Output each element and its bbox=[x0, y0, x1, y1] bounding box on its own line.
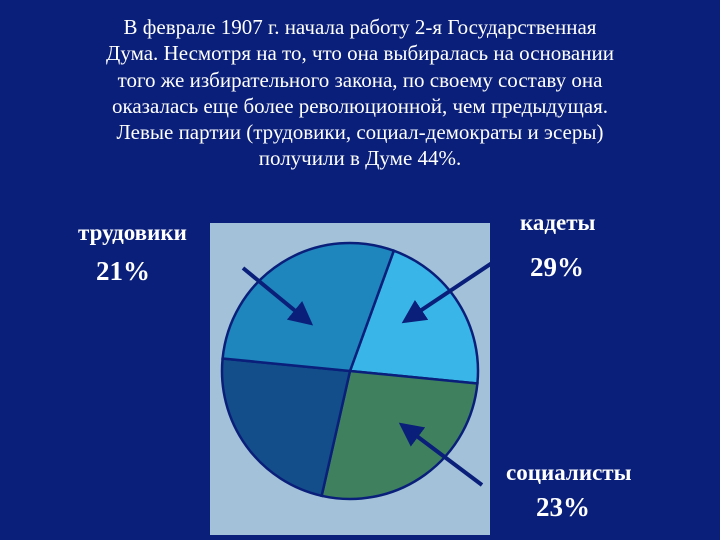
page-title: В феврале 1907 г. начала работу 2-я Госу… bbox=[40, 14, 680, 172]
slide-root: В феврале 1907 г. начала работу 2-я Госу… bbox=[0, 0, 720, 540]
label-trudoviki-pct: 21% bbox=[96, 256, 150, 287]
label-kadety-pct: 29% bbox=[530, 252, 584, 283]
label-socialists-name: социалисты bbox=[506, 460, 632, 486]
label-trudoviki-name: трудовики bbox=[78, 220, 187, 246]
pie-chart-box bbox=[210, 223, 490, 535]
pie-chart-svg bbox=[210, 223, 490, 535]
label-socialists-pct: 23% bbox=[536, 492, 590, 523]
label-kadety-name: кадеты bbox=[520, 210, 596, 236]
